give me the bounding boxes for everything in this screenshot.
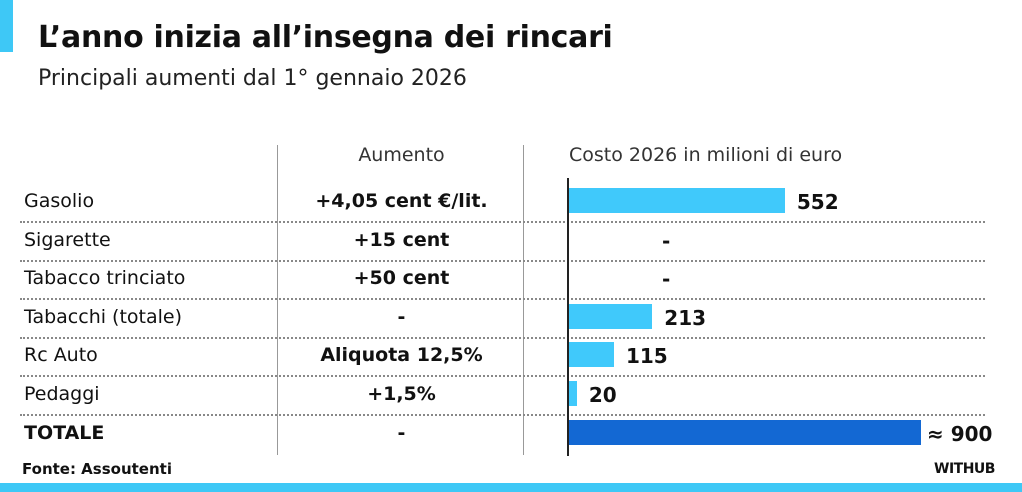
- source-note: Fonte: Assoutenti: [22, 460, 172, 478]
- bar-axis: [567, 178, 569, 456]
- bar: [569, 381, 577, 406]
- bar-value-label: -: [662, 267, 671, 292]
- bar-value-label: 213: [664, 305, 707, 330]
- bar: [569, 303, 653, 329]
- row-label: TOTALE: [24, 421, 105, 444]
- row-aumento: +50 cent: [353, 267, 450, 290]
- bar-value-label: 20: [588, 383, 617, 407]
- chart-title: L’anno inizia all’insegna dei rincari: [38, 20, 613, 55]
- column-header-costo: Costo 2026 in milioni di euro: [569, 144, 843, 166]
- row-aumento: +1,5%: [367, 383, 436, 405]
- bar-value-label: 552: [796, 190, 839, 214]
- row-divider: [20, 259, 985, 262]
- row-label: Pedaggi: [24, 383, 100, 405]
- bar: [569, 188, 785, 213]
- row-aumento: +15 cent: [353, 228, 450, 251]
- row-label: Gasolio: [24, 190, 95, 212]
- row-aumento: -: [397, 305, 406, 328]
- row-divider: [20, 414, 985, 416]
- row-label: Tabacco trinciato: [24, 267, 186, 290]
- bar-value-label: 115: [625, 344, 668, 369]
- row-divider: [20, 298, 985, 301]
- row-divider: [20, 375, 985, 378]
- row-aumento: Aliquota 12,5%: [320, 344, 483, 367]
- row-label: Sigarette: [24, 228, 111, 251]
- bar-value-label: -: [662, 228, 671, 253]
- column-header-aumento: Aumento: [358, 144, 445, 166]
- accent-bar: [0, 0, 13, 52]
- row-divider: [20, 221, 985, 223]
- bar-value-label: ≈ 900: [927, 421, 993, 446]
- row-label: Rc Auto: [24, 344, 98, 367]
- row-aumento: -: [397, 421, 406, 444]
- row-label: Tabacchi (totale): [24, 305, 183, 328]
- bar: [569, 342, 614, 368]
- row-aumento: +4,05 cent €/lit.: [315, 190, 488, 212]
- row-divider: [20, 336, 985, 339]
- bar: [569, 419, 921, 445]
- bottom-strip: [0, 483, 1022, 492]
- brand-logo: WITHUB: [934, 461, 995, 477]
- chart-subtitle: Principali aumenti dal 1° gennaio 2026: [38, 66, 467, 91]
